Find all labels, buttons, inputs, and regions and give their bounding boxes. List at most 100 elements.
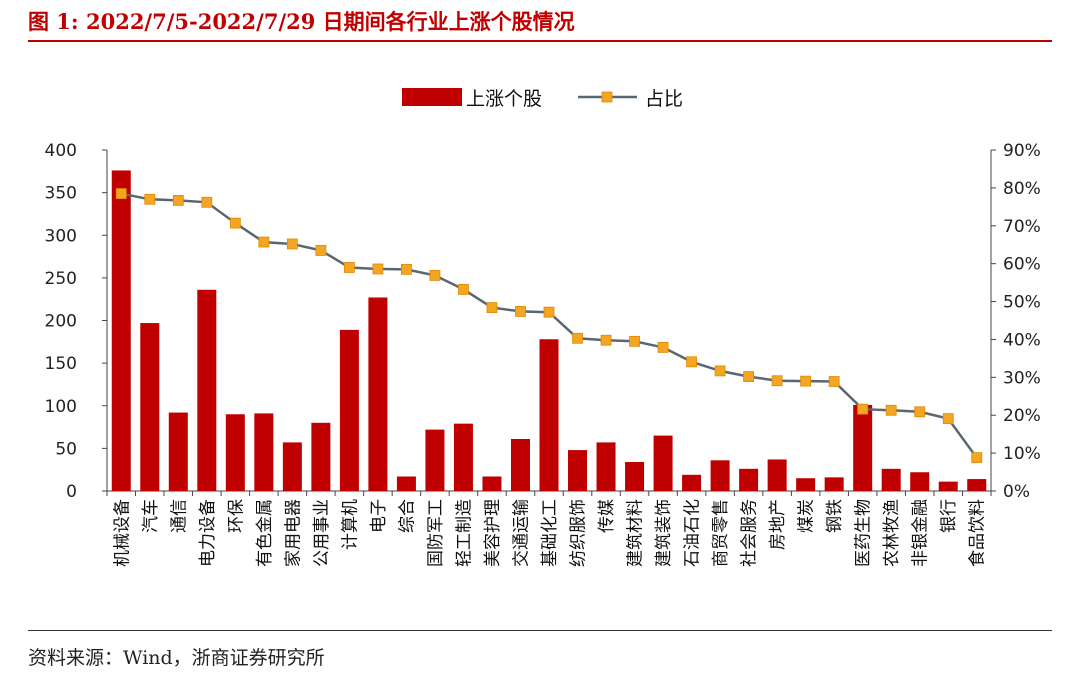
- bar-农林牧渔: [881, 468, 901, 491]
- category-label: 计算机: [340, 499, 360, 550]
- category-label: 建筑装饰: [654, 499, 674, 567]
- bar-传媒: [596, 442, 616, 491]
- ratio-point-综合: [401, 263, 412, 275]
- category-label: 环保: [226, 499, 246, 533]
- bar-美容护理: [482, 476, 502, 491]
- category-label: 非银金融: [911, 499, 931, 567]
- ratio-point-环保: [229, 217, 241, 229]
- ratio-point-社会服务: [743, 371, 755, 382]
- bar-石油石化: [682, 474, 702, 491]
- category-label: 农林牧渔: [882, 499, 902, 567]
- bar-汽车: [140, 323, 160, 491]
- left-tick-label: 150: [45, 354, 77, 374]
- category-label: 商贸零售: [711, 499, 731, 567]
- ratio-point-纺织服饰: [572, 332, 583, 344]
- ratio-point-医药生物: [857, 403, 869, 415]
- bar-公用事业: [311, 422, 331, 491]
- left-tick-label: 250: [45, 269, 77, 289]
- category-label: 汽车: [141, 499, 161, 533]
- category-label: 煤炭: [797, 499, 817, 533]
- left-tick-label: 300: [45, 226, 77, 246]
- category-label: 食品饮料: [968, 499, 988, 567]
- bar-电子: [368, 297, 388, 491]
- category-label: 传媒: [597, 499, 617, 533]
- bar-社会服务: [739, 468, 759, 491]
- category-label: 建筑材料: [626, 499, 646, 567]
- ratio-point-基础化工: [543, 306, 555, 318]
- ratio-point-食品饮料: [971, 452, 983, 464]
- bar-通信: [168, 412, 188, 491]
- category-label: 有色金属: [255, 499, 275, 567]
- ratio-point-传媒: [600, 334, 612, 346]
- ratio-point-电力设备: [201, 196, 213, 208]
- bar-房地产: [767, 459, 787, 491]
- bar-基础化工: [539, 339, 559, 491]
- category-label: 电子: [369, 499, 389, 533]
- left-tick-label: 50: [55, 439, 77, 459]
- bar-建筑材料: [625, 462, 645, 491]
- bars: [111, 170, 987, 491]
- ratio-point-农林牧渔: [885, 404, 897, 416]
- right-tick-label: 30%: [1003, 368, 1041, 388]
- ratio-point-有色金属: [258, 236, 270, 248]
- ratio-point-石油石化: [686, 356, 697, 368]
- ratio-point-建筑装饰: [657, 342, 669, 353]
- bar-煤炭: [796, 478, 816, 491]
- category-label: 公用事业: [312, 499, 332, 567]
- bar-计算机: [339, 329, 359, 491]
- left-tick-label: 200: [45, 312, 77, 332]
- category-label: 综合: [397, 499, 417, 533]
- bar-line-chart: 0 50 100 150 200 250 300 350 400 0% 10% 20% 30% 40% 50…: [45, 88, 1041, 567]
- right-tick-label: 60%: [1003, 255, 1041, 275]
- category-label: 社会服务: [740, 499, 760, 567]
- bar-医药生物: [853, 404, 873, 491]
- ratio-point-计算机: [343, 262, 355, 273]
- category-label: 纺织服饰: [569, 499, 589, 567]
- axes: 0 50 100 150 200 250 300 350 400 0% 10% 20% 30% 40% 50…: [45, 141, 1041, 502]
- category-label: 通信: [169, 499, 189, 533]
- ratio-point-房地产: [771, 375, 783, 387]
- ratio-point-家用电器: [286, 238, 298, 250]
- left-tick-label: 400: [45, 141, 77, 161]
- bar-钢铁: [824, 477, 844, 491]
- ratio-point-建筑材料: [629, 335, 640, 347]
- bar-纺织服饰: [568, 450, 588, 491]
- ratio-point-通信: [172, 194, 184, 206]
- category-labels: 机械设备 汽车 通信 电力设备 环保 有色金属 家用电器 公用事业 计算机 电子 综合 国防军工 轻工制…: [112, 499, 987, 567]
- bar-食品饮料: [967, 479, 987, 491]
- source-note: 资料来源：Wind，浙商证券研究所: [28, 647, 325, 669]
- ratio-point-美容护理: [486, 302, 498, 314]
- ratio-point-汽车: [144, 193, 156, 205]
- legend-line-label: 占比: [645, 88, 683, 110]
- ratio-point-交通运输: [515, 306, 526, 317]
- legend-bar-swatch: [402, 88, 462, 106]
- left-tick-label: 0: [66, 482, 77, 502]
- category-label: 钢铁: [825, 499, 845, 533]
- ratio-point-电子: [372, 263, 384, 275]
- figure-title: 图 1: 2022/7/5-2022/7/29 日期间各行业上涨个股情况: [28, 9, 575, 34]
- ratio-line: [115, 188, 983, 464]
- right-tick-label: 40%: [1003, 330, 1041, 350]
- left-tick-label: 350: [45, 184, 77, 204]
- bar-有色金属: [254, 413, 274, 491]
- ratio-point-非银金融: [914, 406, 926, 418]
- legend-bar-label: 上涨个股: [466, 88, 542, 110]
- category-label: 机械设备: [112, 499, 132, 567]
- source-rule: [28, 630, 1052, 631]
- ratio-point-煤炭: [800, 375, 812, 387]
- bar-国防军工: [425, 429, 445, 491]
- right-tick-label: 50%: [1003, 293, 1041, 313]
- category-label: 交通运输: [511, 499, 531, 567]
- category-label: 美容护理: [483, 499, 503, 567]
- right-tick-label: 70%: [1003, 217, 1041, 237]
- right-tick-label: 80%: [1003, 179, 1041, 199]
- category-label: 医药生物: [854, 499, 874, 567]
- legend: 上涨个股 占比: [402, 88, 683, 110]
- category-label: 家用电器: [283, 499, 303, 567]
- ratio-point-商贸零售: [714, 365, 726, 377]
- ratio-point-轻工制造: [458, 284, 469, 295]
- right-tick-label: 0%: [1003, 482, 1030, 502]
- bar-交通运输: [510, 438, 530, 491]
- category-label: 基础化工: [540, 499, 560, 567]
- bar-商贸零售: [710, 460, 730, 491]
